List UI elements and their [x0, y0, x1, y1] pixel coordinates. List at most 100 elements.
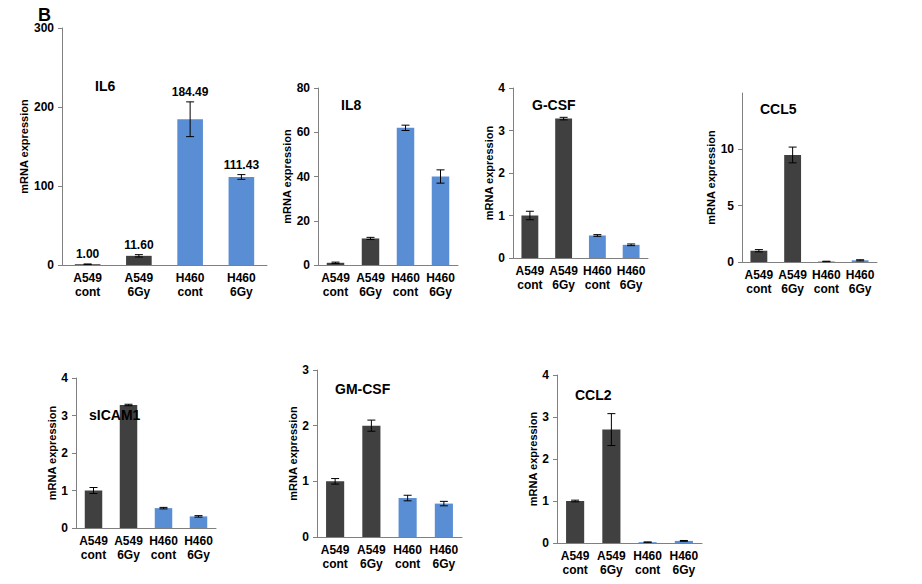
svg-text:cont: cont	[393, 285, 418, 299]
svg-text:A549: A549	[549, 264, 578, 278]
svg-text:6Gy: 6Gy	[128, 285, 151, 299]
svg-text:1.00: 1.00	[76, 247, 100, 261]
svg-text:111.43: 111.43	[224, 158, 260, 172]
svg-text:4: 4	[498, 81, 505, 95]
svg-text:300: 300	[34, 21, 54, 35]
svg-text:mRNA expression: mRNA expression	[281, 129, 293, 224]
svg-text:A549: A549	[79, 534, 108, 548]
svg-text:H460: H460	[846, 268, 875, 282]
svg-text:mRNA expression: mRNA expression	[483, 126, 495, 221]
svg-text:H460: H460	[426, 271, 455, 285]
svg-text:cont: cont	[517, 278, 542, 292]
svg-text:0: 0	[727, 255, 734, 269]
svg-text:6Gy: 6Gy	[849, 282, 872, 296]
svg-text:6Gy: 6Gy	[429, 285, 452, 299]
svg-text:cont: cont	[585, 278, 610, 292]
svg-text:0: 0	[542, 536, 549, 550]
svg-text:40: 40	[297, 170, 311, 184]
svg-text:H460: H460	[184, 534, 213, 548]
svg-text:6Gy: 6Gy	[620, 278, 643, 292]
svg-text:cont: cont	[814, 282, 839, 296]
svg-text:11.60: 11.60	[124, 238, 154, 252]
svg-text:10: 10	[721, 142, 735, 156]
svg-text:H460: H460	[633, 549, 662, 563]
svg-text:cont: cont	[562, 563, 587, 577]
svg-text:4: 4	[542, 368, 549, 382]
svg-text:0: 0	[61, 521, 68, 535]
svg-text:2: 2	[542, 452, 549, 466]
svg-text:cont: cont	[322, 557, 347, 571]
svg-text:H460: H460	[583, 264, 612, 278]
svg-text:6Gy: 6Gy	[117, 548, 140, 562]
svg-text:5: 5	[727, 199, 734, 213]
svg-text:mRNA expression: mRNA expression	[287, 406, 299, 501]
svg-text:GM-CSF: GM-CSF	[335, 381, 391, 397]
svg-text:60: 60	[297, 125, 311, 139]
svg-text:184.49: 184.49	[172, 85, 209, 99]
svg-text:0: 0	[303, 258, 310, 272]
svg-text:A549: A549	[561, 549, 590, 563]
svg-text:3: 3	[61, 409, 68, 423]
svg-text:80: 80	[297, 81, 311, 95]
svg-text:H460: H460	[176, 271, 205, 285]
svg-text:cont: cont	[81, 548, 106, 562]
svg-text:A549: A549	[516, 264, 545, 278]
svg-text:2: 2	[302, 419, 309, 433]
svg-text:A549: A549	[114, 534, 143, 548]
svg-text:20: 20	[297, 214, 311, 228]
svg-text:6Gy: 6Gy	[359, 285, 382, 299]
svg-text:H460: H460	[430, 543, 459, 557]
svg-text:cont: cont	[746, 282, 771, 296]
svg-text:H460: H460	[670, 549, 699, 563]
svg-text:A549: A549	[745, 268, 774, 282]
svg-text:100: 100	[34, 179, 54, 193]
svg-text:mRNA expression: mRNA expression	[705, 130, 717, 225]
svg-text:cont: cont	[395, 557, 420, 571]
svg-text:6Gy: 6Gy	[552, 278, 575, 292]
svg-text:1: 1	[61, 484, 68, 498]
svg-text:H460: H460	[393, 543, 422, 557]
svg-text:mRNA expression: mRNA expression	[46, 406, 58, 501]
svg-text:H460: H460	[149, 534, 178, 548]
svg-text:6Gy: 6Gy	[187, 548, 210, 562]
svg-text:H460: H460	[227, 271, 256, 285]
svg-text:6Gy: 6Gy	[600, 563, 623, 577]
svg-text:1: 1	[542, 494, 549, 508]
svg-text:6Gy: 6Gy	[230, 285, 253, 299]
svg-text:A549: A549	[321, 543, 350, 557]
svg-text:IL8: IL8	[341, 97, 361, 113]
svg-text:mRNA expression: mRNA expression	[18, 99, 30, 194]
svg-text:A549: A549	[321, 271, 350, 285]
svg-text:CCL2: CCL2	[575, 387, 612, 403]
svg-text:6Gy: 6Gy	[781, 282, 804, 296]
svg-text:200: 200	[34, 100, 54, 114]
svg-text:2: 2	[498, 166, 505, 180]
svg-text:IL6: IL6	[95, 78, 115, 94]
svg-text:H460: H460	[812, 268, 841, 282]
svg-text:sICAM1: sICAM1	[89, 407, 141, 423]
svg-text:A549: A549	[597, 549, 626, 563]
svg-text:0: 0	[47, 258, 54, 272]
svg-text:G-CSF: G-CSF	[532, 97, 576, 113]
svg-text:1: 1	[302, 474, 309, 488]
svg-text:1: 1	[498, 209, 505, 223]
svg-text:CCL5: CCL5	[760, 101, 797, 117]
svg-text:cont: cont	[75, 285, 100, 299]
svg-text:H460: H460	[617, 264, 646, 278]
svg-text:A549: A549	[357, 543, 386, 557]
svg-text:cont: cont	[177, 285, 202, 299]
svg-text:2: 2	[61, 446, 68, 460]
svg-text:3: 3	[498, 124, 505, 138]
svg-text:mRNA expression: mRNA expression	[527, 412, 539, 507]
svg-text:cont: cont	[323, 285, 348, 299]
svg-text:A549: A549	[778, 268, 807, 282]
svg-text:6Gy: 6Gy	[673, 563, 696, 577]
svg-text:3: 3	[542, 410, 549, 424]
svg-text:H460: H460	[391, 271, 420, 285]
svg-text:3: 3	[302, 363, 309, 377]
svg-text:cont: cont	[635, 563, 660, 577]
svg-text:A549: A549	[125, 271, 154, 285]
svg-text:0: 0	[498, 251, 505, 265]
svg-text:6Gy: 6Gy	[360, 557, 383, 571]
svg-text:0: 0	[302, 530, 309, 544]
